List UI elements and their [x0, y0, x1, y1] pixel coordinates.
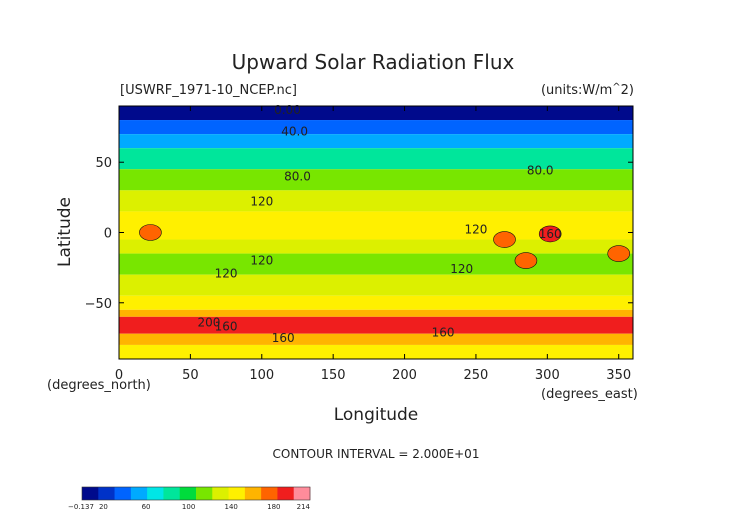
- y-unit-label: (degrees_north): [47, 378, 151, 393]
- colorbar-swatch-8: [212, 487, 229, 500]
- colorbar-swatch-2: [114, 487, 132, 500]
- colorbar-tick-label-0: −0.137: [68, 503, 94, 511]
- x-tick-label-6: 300: [535, 368, 560, 383]
- hot-spot-4: [493, 231, 516, 248]
- zonal-band-1: [119, 120, 633, 135]
- colorbar-swatch-3: [130, 487, 148, 500]
- zonal-band-11: [119, 309, 633, 317]
- colorbar-swatch-6: [179, 487, 197, 500]
- colorbar-swatch-13: [293, 487, 311, 500]
- contour-label-10: 200: [197, 315, 220, 329]
- x-tick-label-1: 50: [182, 368, 199, 383]
- zonal-band-12: [119, 316, 633, 334]
- y-tick-label-1: 0: [104, 227, 112, 242]
- colorbar-swatch-7: [196, 487, 213, 500]
- colorbar-swatch-10: [244, 487, 262, 500]
- zonal-band-8: [119, 253, 633, 275]
- units-label: (units:W/m^2): [541, 82, 634, 98]
- colorbar-tick-label-6: 214: [297, 503, 311, 511]
- contour-label-3: 80.0: [527, 164, 554, 178]
- contour-label-0: 0.00: [274, 103, 301, 117]
- contour-label-8: 120: [250, 254, 273, 268]
- y-tick-label-0: 50: [95, 156, 112, 171]
- y-axis: 50 0 −50: [85, 156, 633, 312]
- zonal-band-0: [119, 106, 633, 121]
- zonal-band-2: [119, 134, 633, 149]
- contour-label-2: 80.0: [284, 169, 311, 183]
- colorbar-tick-label-2: 60: [142, 503, 151, 511]
- contour-interval: CONTOUR INTERVAL = 2.000E+01: [273, 447, 480, 461]
- contour-label-6: 160: [539, 227, 562, 241]
- hot-spot-2: [538, 225, 562, 243]
- zonal-band-14: [119, 344, 633, 359]
- contour-label-11: 160: [215, 320, 238, 334]
- zonal-band-7: [119, 239, 633, 254]
- contour-label-12: 160: [272, 331, 295, 345]
- colorbar-swatch-11: [261, 487, 278, 500]
- x-tick-label-7: 350: [606, 368, 631, 383]
- x-tick-label-0: 0: [115, 368, 123, 383]
- x-tick-label-5: 250: [464, 368, 489, 383]
- x-tick-label-3: 150: [321, 368, 346, 383]
- zonal-band-13: [119, 333, 633, 345]
- contour-label-4: 120: [250, 195, 273, 209]
- colorbar-swatch-1: [98, 487, 115, 500]
- y-axis-label: Latitude: [55, 197, 75, 267]
- colorbar-tick-label-1: 20: [99, 503, 108, 511]
- zonal-band-4: [119, 169, 633, 191]
- plot-area: [119, 106, 633, 359]
- colorbar-tick-label-4: 140: [225, 503, 238, 511]
- x-axis: 0 50 100 150 200 250 300 350: [115, 106, 631, 383]
- y-tick-label-2: −50: [85, 297, 112, 312]
- zonal-band-5: [119, 190, 633, 212]
- colorbar: −0.137 20 60 100 140 180 214: [68, 486, 311, 511]
- x-tick-label-4: 200: [392, 368, 417, 383]
- hot-spot-3: [607, 245, 631, 262]
- x-axis-label: Longitude: [334, 405, 419, 425]
- contour-label-1: 40.0: [281, 124, 308, 138]
- contour-label-5: 120: [464, 223, 487, 237]
- colorbar-swatch-9: [228, 487, 246, 500]
- zonal-band-9: [119, 274, 633, 296]
- hot-spot-0: [139, 224, 162, 241]
- chart-title: Upward Solar Radiation Flux: [232, 50, 515, 74]
- colorbar-frame: [81, 486, 311, 501]
- x-tick-label-2: 100: [249, 368, 274, 383]
- colorbar-tick-label-3: 100: [182, 503, 195, 511]
- contour-label-9: 120: [450, 262, 473, 276]
- contour-label-7: 120: [215, 266, 238, 280]
- colorbar-swatch-12: [277, 487, 295, 500]
- source-label: [USWRF_1971-10_NCEP.nc]: [120, 83, 297, 98]
- zonal-band-3: [119, 148, 633, 170]
- hot-spot-1: [514, 252, 538, 269]
- colorbar-tick-label-5: 180: [267, 503, 280, 511]
- colorbar-swatch-0: [82, 487, 99, 500]
- x-unit-label: (degrees_east): [541, 387, 638, 402]
- colorbar-swatch-5: [163, 487, 181, 500]
- contour-label-13: 160: [432, 325, 455, 339]
- colorbar-swatch-4: [147, 487, 164, 500]
- zonal-band-10: [119, 295, 633, 310]
